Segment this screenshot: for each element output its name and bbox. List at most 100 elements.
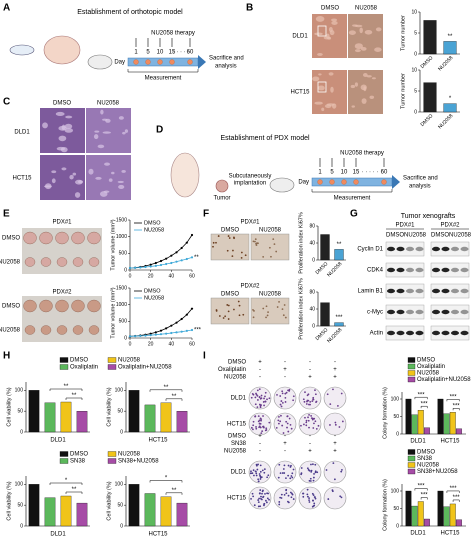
colony xyxy=(280,497,283,499)
day-label: Day xyxy=(298,180,309,186)
row-label: DLD1 xyxy=(292,34,308,40)
colony xyxy=(255,474,258,477)
tumor-label: Tumor xyxy=(213,196,230,202)
treatment-sign: + xyxy=(308,449,312,455)
x-tick-label: 60 xyxy=(189,341,195,347)
texture xyxy=(44,183,52,190)
y-tick-label: 0 xyxy=(20,429,23,435)
legend-label: SN38 xyxy=(417,456,433,462)
sig-bracket xyxy=(414,488,428,491)
column-label: NU2058 xyxy=(404,233,427,239)
bar xyxy=(405,398,412,435)
y-tick-label: 0 xyxy=(312,323,315,329)
significance: ** xyxy=(72,393,77,399)
legend-swatch xyxy=(107,451,117,457)
nucleus xyxy=(227,318,230,320)
y-tick-label: 0 xyxy=(396,523,399,529)
colony xyxy=(259,478,262,480)
legend-label: NU2058 xyxy=(144,295,164,301)
texture xyxy=(103,190,110,193)
y-axis-label: Tumor volume (mm³) xyxy=(110,219,116,270)
panel-letter: F xyxy=(203,209,209,220)
bar xyxy=(456,428,462,435)
timeline-bar xyxy=(311,177,393,187)
colony xyxy=(261,430,264,433)
implant-label: implantation xyxy=(234,181,266,187)
bar xyxy=(44,497,56,527)
band xyxy=(451,246,459,252)
bar xyxy=(128,390,140,433)
treatment-sign: - xyxy=(309,434,311,440)
colony xyxy=(254,403,257,406)
nucleus xyxy=(282,314,285,317)
panel-letter: C xyxy=(3,97,10,108)
colony xyxy=(307,419,310,422)
colony xyxy=(267,474,270,477)
bar xyxy=(334,322,344,327)
colony xyxy=(341,420,344,423)
colony xyxy=(288,417,291,420)
point xyxy=(170,331,173,335)
treatment-sign: - xyxy=(334,434,336,440)
colony xyxy=(314,393,317,396)
sig-bracket xyxy=(149,389,183,392)
texture xyxy=(94,130,100,133)
colony xyxy=(290,475,293,477)
colony xyxy=(310,469,313,472)
timeline-dot xyxy=(133,59,139,65)
treatment-sign: + xyxy=(258,434,262,440)
y-tick-label: 1000 xyxy=(116,302,127,308)
colony xyxy=(268,498,270,501)
band xyxy=(406,309,414,315)
treatment-sign: - xyxy=(284,434,286,440)
bar xyxy=(320,234,330,261)
cell-label: DLD1 xyxy=(231,470,247,476)
colony xyxy=(302,398,305,401)
colony xyxy=(303,423,305,426)
y-tick-label: 0 xyxy=(414,109,417,115)
day-number: 10 xyxy=(157,50,164,56)
colony xyxy=(258,426,261,429)
plate xyxy=(298,460,322,484)
panel-letter: I xyxy=(203,351,206,362)
plate xyxy=(323,460,347,484)
nucleus xyxy=(215,241,217,244)
timeline-arrow xyxy=(198,55,206,69)
bar xyxy=(160,496,172,527)
nucleus xyxy=(240,256,243,259)
point xyxy=(175,260,178,263)
nucleus xyxy=(255,242,258,245)
sig-bracket xyxy=(420,405,428,409)
texture xyxy=(317,85,325,91)
texture xyxy=(326,103,335,106)
day-number: 10 xyxy=(341,170,348,176)
protein-label: CDK4 xyxy=(367,268,384,274)
colony xyxy=(311,492,314,495)
colony xyxy=(254,396,257,399)
point xyxy=(154,264,157,267)
colony xyxy=(308,499,310,502)
texture xyxy=(108,178,113,182)
model-label: PDX#1 xyxy=(52,220,72,226)
point xyxy=(185,241,188,244)
x-tick-label: HCT15 xyxy=(440,531,460,537)
point xyxy=(159,263,163,267)
sig-bracket xyxy=(452,408,460,411)
y-tick-label: 0 xyxy=(120,429,123,435)
band xyxy=(387,246,395,252)
nucleus xyxy=(238,314,241,317)
point xyxy=(165,257,168,260)
texture xyxy=(317,52,323,56)
colony xyxy=(292,395,295,398)
colony xyxy=(250,497,252,500)
day-number: 1 xyxy=(318,170,322,176)
treatment-sign: - xyxy=(334,360,336,366)
y-tick-label: 1000 xyxy=(116,234,127,240)
plate xyxy=(298,386,322,410)
colony xyxy=(283,493,286,496)
nucleus xyxy=(283,304,286,306)
plate xyxy=(323,486,347,510)
colony xyxy=(255,427,258,430)
y-axis-label: Proliferation index Ki67% xyxy=(298,212,304,274)
y-tick-label: 40 xyxy=(309,240,315,246)
